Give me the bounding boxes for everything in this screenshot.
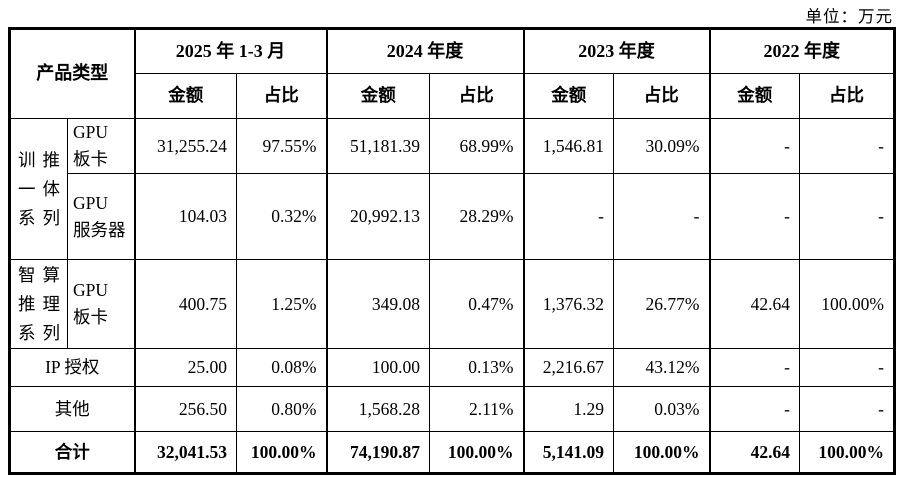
amount-header-2022: 金额 xyxy=(708,73,800,119)
row-label-ip-licensing: IP 授权 xyxy=(9,348,135,388)
product-type-header: 产品类型 xyxy=(9,28,135,119)
share-cell: 68.99% xyxy=(429,117,524,175)
product-label-gpu-board: GPU 板卡 xyxy=(67,117,135,175)
table-row: 其他 256.50 0.80% 1,568.28 2.11% 1.29 0.03… xyxy=(9,386,895,433)
table-row: IP 授权 25.00 0.08% 100.00 0.13% 2,216.67 … xyxy=(9,348,895,388)
share-cell: - xyxy=(613,173,710,261)
share-header-2025: 占比 xyxy=(236,73,327,119)
amount-cell: 2,216.67 xyxy=(522,348,614,388)
amount-cell: 349.08 xyxy=(325,259,430,350)
period-header-2023: 2023 年度 xyxy=(522,28,710,74)
amount-cell: - xyxy=(708,348,800,388)
header-row-measures: 金额 占比 金额 占比 金额 占比 金额 占比 xyxy=(10,73,895,119)
share-cell: 30.09% xyxy=(613,117,710,175)
unit-note: 单位：万元 xyxy=(805,7,893,26)
row-label-total: 合计 xyxy=(9,431,135,475)
amount-cell: 256.50 xyxy=(133,386,237,433)
product-revenue-table: 产品类型 2025 年 1-3 月 2024 年度 2023 年度 2022 年… xyxy=(8,27,896,476)
amount-cell: 1,546.81 xyxy=(522,117,614,175)
amount-cell: 42.64 xyxy=(708,259,800,350)
group-label-inference-series: 智算推理系列 xyxy=(9,259,68,350)
share-header-2024: 占比 xyxy=(429,73,524,119)
share-header-2022: 占比 xyxy=(799,73,895,119)
amount-cell: - xyxy=(708,386,800,433)
amount-header-2024: 金额 xyxy=(325,73,430,119)
share-cell: 0.13% xyxy=(429,348,524,388)
share-cell: 0.47% xyxy=(429,259,524,350)
share-cell: 100.00% xyxy=(799,431,895,475)
header-row-periods: 产品类型 2025 年 1-3 月 2024 年度 2023 年度 2022 年… xyxy=(9,28,895,119)
amount-cell: 74,190.87 xyxy=(325,431,430,475)
amount-cell: 104.03 xyxy=(133,173,237,261)
share-cell: 100.00% xyxy=(613,431,710,475)
amount-cell: 1,376.32 xyxy=(522,259,614,350)
share-cell: 2.11% xyxy=(429,386,524,433)
share-cell: 0.80% xyxy=(236,386,327,433)
table-row-total: 合计 32,041.53 100.00% 74,190.87 100.00% 5… xyxy=(9,431,895,475)
amount-cell: 1,568.28 xyxy=(325,386,430,433)
share-cell: 100.00% xyxy=(236,431,327,475)
amount-cell: 42.64 xyxy=(708,431,800,475)
amount-cell: 31,255.24 xyxy=(133,117,237,175)
share-cell: - xyxy=(799,386,895,433)
share-cell: 0.08% xyxy=(236,348,327,388)
period-header-2025: 2025 年 1-3 月 xyxy=(133,28,327,74)
amount-cell: - xyxy=(708,117,800,175)
share-cell: 0.32% xyxy=(236,173,327,261)
amount-cell: 20,992.13 xyxy=(325,173,430,261)
share-cell: 26.77% xyxy=(613,259,710,350)
product-label-gpu-board: GPU 板卡 xyxy=(67,259,135,350)
amount-cell: 400.75 xyxy=(133,259,237,350)
amount-cell: 1.29 xyxy=(522,386,614,433)
share-cell: 100.00% xyxy=(799,259,895,350)
amount-cell: 51,181.39 xyxy=(325,117,430,175)
group-label-training-inference-series: 训推一体系列 xyxy=(9,117,68,261)
amount-cell: - xyxy=(522,173,614,261)
share-cell: 97.55% xyxy=(236,117,327,175)
share-cell: 28.29% xyxy=(429,173,524,261)
period-header-2024: 2024 年度 xyxy=(325,28,524,74)
amount-header-2025: 金额 xyxy=(133,73,237,119)
amount-cell: 32,041.53 xyxy=(133,431,237,475)
amount-cell: - xyxy=(708,173,800,261)
share-cell: 1.25% xyxy=(236,259,327,350)
share-header-2023: 占比 xyxy=(613,73,710,119)
period-header-2022: 2022 年度 xyxy=(708,28,895,74)
amount-header-2023: 金额 xyxy=(522,73,614,119)
table-row: 智算推理系列 GPU 板卡 400.75 1.25% 349.08 0.47% … xyxy=(9,259,895,350)
table-row: GPU 服务器 104.03 0.32% 20,992.13 28.29% - … xyxy=(10,173,895,261)
product-label-gpu-server: GPU 服务器 xyxy=(67,173,135,261)
share-cell: 100.00% xyxy=(429,431,524,475)
row-label-other: 其他 xyxy=(9,386,135,433)
share-cell: 0.03% xyxy=(613,386,710,433)
amount-cell: 5,141.09 xyxy=(522,431,614,475)
share-cell: 43.12% xyxy=(613,348,710,388)
share-cell: - xyxy=(799,348,895,388)
amount-cell: 100.00 xyxy=(325,348,430,388)
table-row: 训推一体系列 GPU 板卡 31,255.24 97.55% 51,181.39… xyxy=(9,117,895,261)
amount-cell: 25.00 xyxy=(133,348,237,388)
share-cell: - xyxy=(799,173,895,261)
share-cell: - xyxy=(799,117,895,175)
